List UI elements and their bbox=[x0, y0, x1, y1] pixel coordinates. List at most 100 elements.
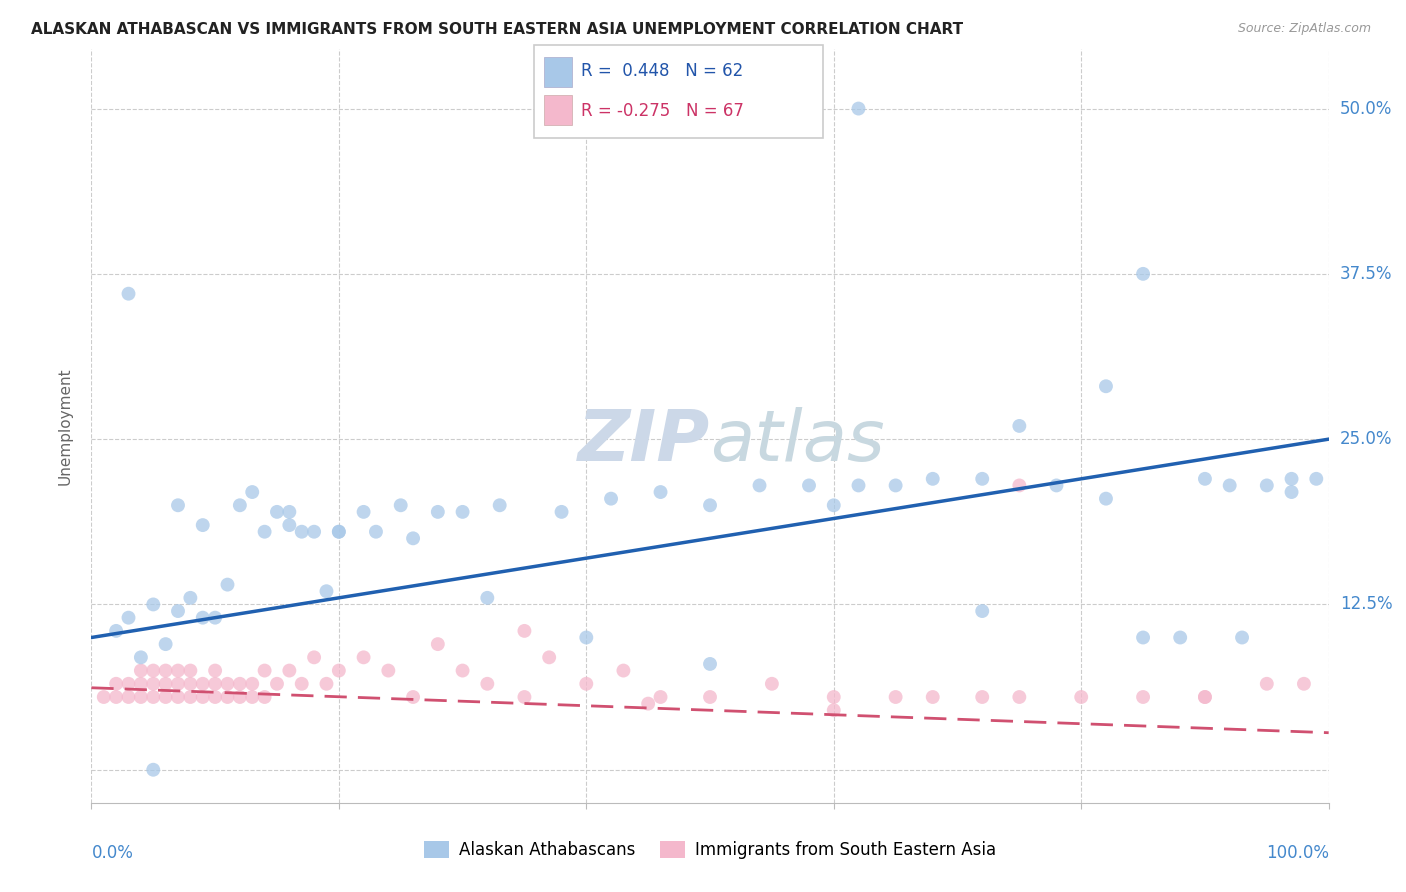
Point bbox=[229, 498, 252, 512]
Point bbox=[229, 677, 252, 691]
Legend: Alaskan Athabascans, Immigrants from South Eastern Asia: Alaskan Athabascans, Immigrants from Sou… bbox=[418, 835, 1002, 866]
Point bbox=[278, 518, 301, 533]
Point bbox=[1008, 419, 1031, 434]
Point bbox=[972, 472, 994, 486]
Y-axis label: Unemployment: Unemployment bbox=[58, 368, 73, 484]
Point bbox=[823, 703, 845, 717]
Text: R = -0.275   N = 67: R = -0.275 N = 67 bbox=[581, 102, 744, 120]
Point bbox=[1008, 478, 1031, 492]
Point bbox=[155, 637, 177, 651]
Point bbox=[217, 677, 239, 691]
Text: 0.0%: 0.0% bbox=[91, 844, 134, 863]
Point bbox=[402, 532, 425, 546]
Text: atlas: atlas bbox=[710, 407, 884, 475]
Point bbox=[1070, 690, 1092, 704]
Text: 37.5%: 37.5% bbox=[1340, 265, 1392, 283]
Point bbox=[302, 524, 325, 539]
Point bbox=[291, 677, 314, 691]
Point bbox=[477, 591, 499, 605]
Point bbox=[155, 664, 177, 678]
Point bbox=[612, 664, 634, 678]
Point bbox=[1194, 690, 1216, 704]
Point bbox=[315, 677, 337, 691]
Text: 25.0%: 25.0% bbox=[1340, 430, 1392, 448]
Point bbox=[1194, 690, 1216, 704]
Point bbox=[748, 478, 770, 492]
Point bbox=[353, 505, 375, 519]
Point bbox=[142, 598, 165, 612]
Point bbox=[278, 664, 301, 678]
Text: ALASKAN ATHABASCAN VS IMMIGRANTS FROM SOUTH EASTERN ASIA UNEMPLOYMENT CORRELATIO: ALASKAN ATHABASCAN VS IMMIGRANTS FROM SO… bbox=[31, 22, 963, 37]
Point bbox=[129, 690, 152, 704]
Point bbox=[167, 664, 190, 678]
Point bbox=[217, 690, 239, 704]
Point bbox=[650, 485, 672, 500]
Point bbox=[191, 518, 214, 533]
Point bbox=[240, 485, 263, 500]
Text: 100.0%: 100.0% bbox=[1265, 844, 1329, 863]
Point bbox=[699, 657, 721, 671]
Point bbox=[167, 690, 190, 704]
Point bbox=[129, 677, 152, 691]
Point bbox=[328, 524, 350, 539]
Point bbox=[600, 491, 623, 506]
Point bbox=[1305, 472, 1327, 486]
Point bbox=[328, 664, 350, 678]
Point bbox=[848, 102, 870, 116]
Point bbox=[229, 690, 252, 704]
Point bbox=[240, 677, 263, 691]
Point bbox=[972, 690, 994, 704]
Point bbox=[204, 610, 226, 624]
Point bbox=[513, 690, 536, 704]
Point bbox=[575, 677, 598, 691]
Point bbox=[142, 664, 165, 678]
Point bbox=[402, 690, 425, 704]
Point bbox=[513, 624, 536, 638]
Point bbox=[451, 664, 474, 678]
Point bbox=[167, 498, 190, 512]
Point bbox=[129, 650, 152, 665]
Point bbox=[1095, 491, 1118, 506]
Text: 50.0%: 50.0% bbox=[1340, 100, 1392, 118]
Point bbox=[253, 524, 276, 539]
Point bbox=[650, 690, 672, 704]
Point bbox=[93, 690, 115, 704]
Text: ZIP: ZIP bbox=[578, 407, 710, 475]
Point bbox=[1008, 690, 1031, 704]
Point bbox=[204, 677, 226, 691]
Point bbox=[884, 478, 907, 492]
Point bbox=[167, 604, 190, 618]
Point bbox=[191, 690, 214, 704]
Point bbox=[179, 677, 201, 691]
Point bbox=[1292, 677, 1315, 691]
Text: Source: ZipAtlas.com: Source: ZipAtlas.com bbox=[1237, 22, 1371, 36]
Text: 12.5%: 12.5% bbox=[1340, 596, 1392, 614]
Point bbox=[253, 690, 276, 704]
Point bbox=[191, 677, 214, 691]
Point bbox=[1256, 677, 1278, 691]
Point bbox=[204, 690, 226, 704]
Point bbox=[117, 286, 139, 301]
Point bbox=[823, 690, 845, 704]
Point bbox=[278, 505, 301, 519]
Point bbox=[488, 498, 510, 512]
Point bbox=[1168, 631, 1191, 645]
Point bbox=[538, 650, 561, 665]
Point bbox=[155, 677, 177, 691]
Point bbox=[1132, 690, 1154, 704]
Point bbox=[191, 610, 214, 624]
Point bbox=[1132, 631, 1154, 645]
Text: R =  0.448   N = 62: R = 0.448 N = 62 bbox=[581, 62, 742, 80]
Point bbox=[389, 498, 412, 512]
Point bbox=[1281, 472, 1303, 486]
Point bbox=[142, 690, 165, 704]
Point bbox=[884, 690, 907, 704]
Point bbox=[575, 631, 598, 645]
Point bbox=[240, 690, 263, 704]
Point bbox=[253, 664, 276, 678]
Point bbox=[129, 664, 152, 678]
Point bbox=[921, 472, 943, 486]
Point bbox=[377, 664, 399, 678]
Point bbox=[179, 690, 201, 704]
Point bbox=[426, 505, 449, 519]
